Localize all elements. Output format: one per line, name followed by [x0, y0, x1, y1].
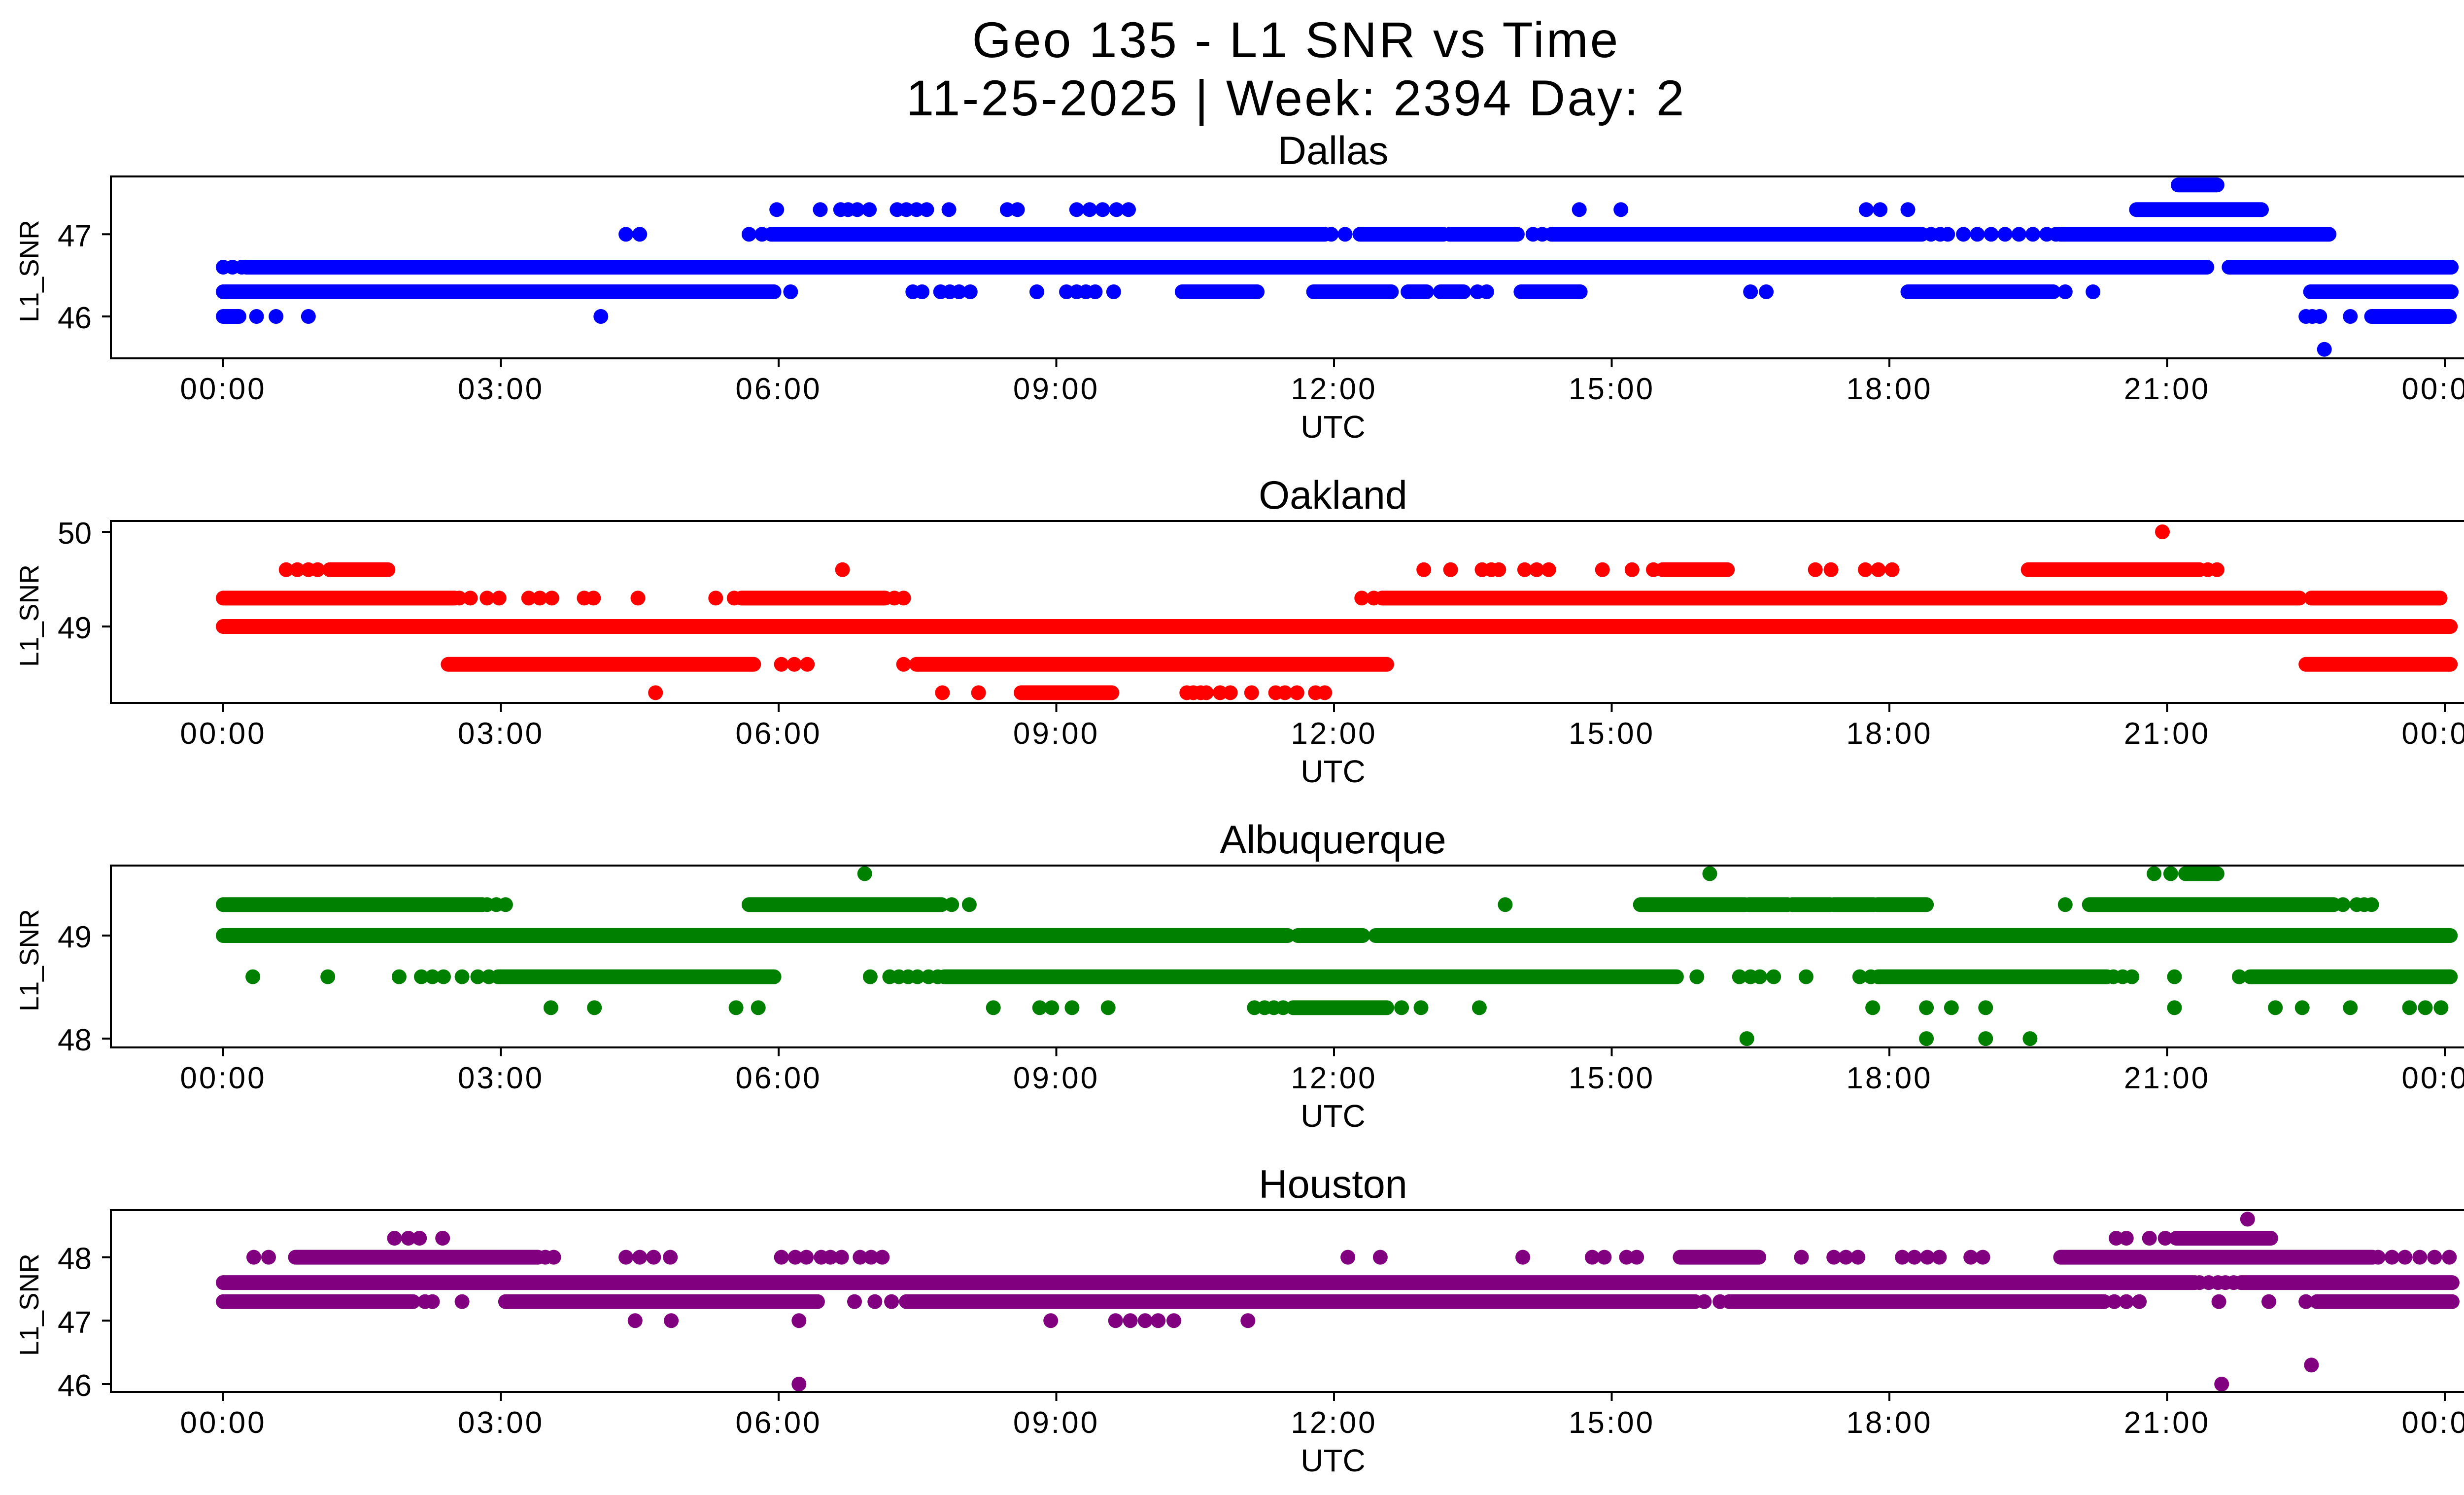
svg-text:06:00: 06:00 — [735, 1406, 821, 1440]
svg-text:47: 47 — [58, 219, 92, 253]
svg-text:46: 46 — [58, 1369, 92, 1403]
svg-text:15:00: 15:00 — [1569, 1406, 1655, 1440]
svg-text:L1_SNR: L1_SNR — [14, 1253, 44, 1356]
svg-text:Dallas: Dallas — [1277, 129, 1388, 173]
svg-text:21:00: 21:00 — [2124, 717, 2210, 751]
svg-text:48: 48 — [58, 1023, 92, 1057]
svg-text:Geo 135 - L1 SNR vs Time: Geo 135 - L1 SNR vs Time — [972, 12, 1620, 68]
svg-text:12:00: 12:00 — [1291, 372, 1377, 406]
svg-text:15:00: 15:00 — [1569, 1061, 1655, 1095]
svg-text:00:00: 00:00 — [2401, 717, 2464, 751]
svg-text:15:00: 15:00 — [1569, 717, 1655, 751]
svg-text:18:00: 18:00 — [1846, 1406, 1932, 1440]
svg-text:21:00: 21:00 — [2124, 1061, 2210, 1095]
svg-text:06:00: 06:00 — [735, 372, 821, 406]
svg-text:00:00: 00:00 — [2401, 1061, 2464, 1095]
svg-text:UTC: UTC — [1300, 1443, 1366, 1478]
svg-text:21:00: 21:00 — [2124, 1406, 2210, 1440]
svg-text:48: 48 — [58, 1242, 92, 1276]
svg-text:18:00: 18:00 — [1846, 717, 1932, 751]
svg-text:03:00: 03:00 — [458, 372, 544, 406]
svg-text:12:00: 12:00 — [1291, 1061, 1377, 1095]
svg-text:49: 49 — [58, 920, 92, 954]
svg-text:00:00: 00:00 — [2401, 1406, 2464, 1440]
svg-text:46: 46 — [58, 301, 92, 335]
svg-text:03:00: 03:00 — [458, 1406, 544, 1440]
svg-text:UTC: UTC — [1300, 754, 1366, 789]
svg-text:Houston: Houston — [1259, 1162, 1407, 1207]
svg-text:03:00: 03:00 — [458, 1061, 544, 1095]
svg-text:UTC: UTC — [1300, 409, 1366, 445]
svg-text:11-25-2025 | Week: 2394 Day: 2: 11-25-2025 | Week: 2394 Day: 2 — [906, 70, 1686, 126]
svg-text:49: 49 — [58, 611, 92, 645]
svg-text:12:00: 12:00 — [1291, 1406, 1377, 1440]
svg-text:Albuquerque: Albuquerque — [1220, 818, 1446, 862]
svg-text:15:00: 15:00 — [1569, 372, 1655, 406]
svg-text:L1_SNR: L1_SNR — [14, 564, 44, 667]
svg-text:09:00: 09:00 — [1013, 1406, 1099, 1440]
svg-text:47: 47 — [58, 1305, 92, 1339]
svg-text:L1_SNR: L1_SNR — [14, 220, 44, 322]
svg-text:00:00: 00:00 — [180, 1406, 266, 1440]
svg-text:00:00: 00:00 — [180, 1061, 266, 1095]
svg-text:06:00: 06:00 — [735, 717, 821, 751]
svg-text:00:00: 00:00 — [2401, 372, 2464, 406]
svg-text:03:00: 03:00 — [458, 717, 544, 751]
svg-text:09:00: 09:00 — [1013, 372, 1099, 406]
svg-text:09:00: 09:00 — [1013, 1061, 1099, 1095]
svg-text:50: 50 — [58, 517, 92, 551]
svg-text:21:00: 21:00 — [2124, 372, 2210, 406]
svg-text:12:00: 12:00 — [1291, 717, 1377, 751]
svg-text:UTC: UTC — [1300, 1098, 1366, 1134]
svg-text:06:00: 06:00 — [735, 1061, 821, 1095]
svg-text:00:00: 00:00 — [180, 372, 266, 406]
svg-text:18:00: 18:00 — [1846, 372, 1932, 406]
svg-text:18:00: 18:00 — [1846, 1061, 1932, 1095]
svg-text:09:00: 09:00 — [1013, 717, 1099, 751]
svg-text:Oakland: Oakland — [1259, 473, 1407, 518]
svg-text:00:00: 00:00 — [180, 717, 266, 751]
svg-text:L1_SNR: L1_SNR — [14, 909, 44, 1011]
